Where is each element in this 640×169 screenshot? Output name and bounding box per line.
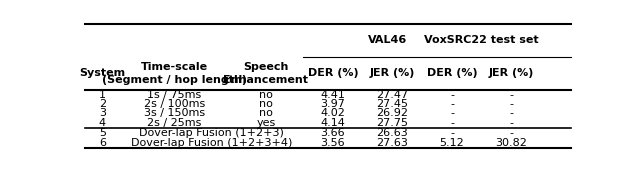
Text: 4.02: 4.02	[321, 108, 346, 118]
Text: Time-scale
(Segment / hop length): Time-scale (Segment / hop length)	[102, 62, 247, 84]
Text: VoxSRC22 test set: VoxSRC22 test set	[424, 35, 539, 45]
Text: -: -	[509, 118, 513, 128]
Text: 27.45: 27.45	[376, 99, 408, 109]
Text: no: no	[259, 108, 273, 118]
Text: DER (%): DER (%)	[427, 68, 477, 78]
Text: Dover-lap Fusion (1+2+3+4): Dover-lap Fusion (1+2+3+4)	[131, 138, 292, 148]
Text: 3.56: 3.56	[321, 138, 345, 148]
Text: 26.63: 26.63	[376, 128, 408, 138]
Text: DER (%): DER (%)	[308, 68, 358, 78]
Text: 4.14: 4.14	[321, 118, 346, 128]
Text: 5: 5	[99, 128, 106, 138]
Text: 6: 6	[99, 138, 106, 148]
Text: no: no	[259, 99, 273, 109]
Text: -: -	[450, 128, 454, 138]
Text: 26.92: 26.92	[376, 108, 408, 118]
Text: 4: 4	[99, 118, 106, 128]
Text: JER (%): JER (%)	[489, 68, 534, 78]
Text: Dover-lap Fusion (1+2+3): Dover-lap Fusion (1+2+3)	[139, 128, 284, 138]
Text: 27.47: 27.47	[376, 90, 408, 100]
Text: 2s / 25ms: 2s / 25ms	[147, 118, 202, 128]
Text: yes: yes	[257, 118, 276, 128]
Text: -: -	[509, 90, 513, 100]
Text: System: System	[79, 68, 125, 78]
Text: 3.97: 3.97	[321, 99, 346, 109]
Text: 5.12: 5.12	[440, 138, 465, 148]
Text: -: -	[509, 128, 513, 138]
Text: -: -	[450, 118, 454, 128]
Text: 3s / 150ms: 3s / 150ms	[143, 108, 205, 118]
Text: Speech
Enhancement: Speech Enhancement	[223, 62, 308, 84]
Text: no: no	[259, 90, 273, 100]
Text: 2s / 100ms: 2s / 100ms	[143, 99, 205, 109]
Text: -: -	[509, 108, 513, 118]
Text: 27.63: 27.63	[376, 138, 408, 148]
Text: -: -	[450, 108, 454, 118]
Text: VAL46: VAL46	[368, 35, 407, 45]
Text: 4.41: 4.41	[321, 90, 346, 100]
Text: -: -	[450, 90, 454, 100]
Text: 3: 3	[99, 108, 106, 118]
Text: 30.82: 30.82	[495, 138, 527, 148]
Text: 3.66: 3.66	[321, 128, 345, 138]
Text: 1s / 75ms: 1s / 75ms	[147, 90, 202, 100]
Text: 2: 2	[99, 99, 106, 109]
Text: 27.75: 27.75	[376, 118, 408, 128]
Text: -: -	[509, 99, 513, 109]
Text: 1: 1	[99, 90, 106, 100]
Text: -: -	[450, 99, 454, 109]
Text: JER (%): JER (%)	[370, 68, 415, 78]
